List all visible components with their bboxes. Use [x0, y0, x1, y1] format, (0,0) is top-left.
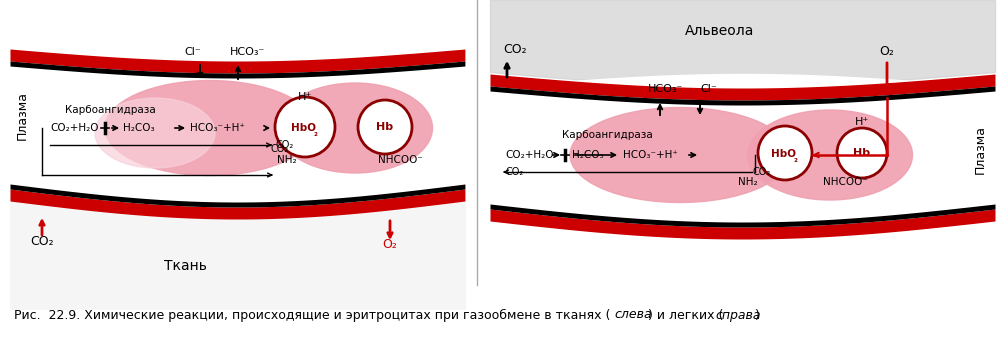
Text: Альвеола: Альвеола: [685, 24, 755, 38]
Text: Cl⁻: Cl⁻: [700, 84, 717, 94]
Text: Карбоангидраза: Карбоангидраза: [562, 130, 652, 140]
Text: HCO₃⁻+H⁺: HCO₃⁻+H⁺: [190, 123, 245, 133]
Text: Карбоангидраза: Карбоангидраза: [65, 105, 155, 115]
Text: CO₂: CO₂: [753, 167, 771, 177]
Text: HbO: HbO: [290, 123, 316, 133]
Text: ₂: ₂: [314, 128, 318, 137]
Text: Плазма: Плазма: [15, 91, 28, 140]
Text: CO₂: CO₂: [503, 43, 527, 56]
Text: Рис.  22.9. Химические реакции, происходящие и эритроцитах при газообмене в ткан: Рис. 22.9. Химические реакции, происходя…: [14, 308, 610, 321]
Text: ) и легких (: ) и легких (: [648, 308, 723, 321]
Text: O₂: O₂: [383, 238, 397, 251]
Text: CO₂: CO₂: [271, 144, 289, 154]
Text: H₂CO₃: H₂CO₃: [572, 150, 604, 160]
Text: O₂: O₂: [880, 45, 894, 58]
Text: CO₂: CO₂: [505, 167, 523, 177]
Text: Плазма: Плазма: [974, 125, 986, 175]
Text: H⁺: H⁺: [855, 117, 869, 127]
Text: справа: справа: [715, 308, 761, 321]
Ellipse shape: [570, 108, 790, 203]
Text: CO₂: CO₂: [30, 235, 54, 248]
Text: NH₂: NH₂: [738, 177, 758, 187]
Text: NH₂: NH₂: [277, 155, 297, 165]
Text: HCO₃⁻+H⁺: HCO₃⁻+H⁺: [623, 150, 678, 160]
Ellipse shape: [278, 83, 432, 173]
Text: ₂: ₂: [793, 154, 797, 163]
Text: HCO₃⁻: HCO₃⁻: [230, 47, 265, 57]
Text: Cl⁻: Cl⁻: [185, 47, 201, 57]
Ellipse shape: [95, 98, 215, 168]
Text: ): ): [755, 308, 760, 321]
Text: HCO₃⁻: HCO₃⁻: [648, 84, 683, 94]
Ellipse shape: [748, 110, 912, 200]
Ellipse shape: [105, 81, 315, 176]
Text: Ткань: Ткань: [164, 259, 206, 273]
Circle shape: [275, 97, 335, 157]
Text: NHCOO⁻: NHCOO⁻: [378, 155, 423, 165]
Text: CO₂+H₂O: CO₂+H₂O: [50, 123, 98, 133]
Text: слева: слева: [614, 308, 652, 321]
Text: H₂CO₃: H₂CO₃: [123, 123, 155, 133]
Text: Hb: Hb: [376, 122, 394, 132]
Text: CO₂+H₂O: CO₂+H₂O: [505, 150, 554, 160]
Text: CO₂: CO₂: [275, 140, 293, 150]
Text: H⁺: H⁺: [298, 92, 312, 102]
Circle shape: [358, 100, 412, 154]
Text: NHCOO⁻: NHCOO⁻: [823, 177, 868, 187]
Text: Hb: Hb: [853, 148, 871, 158]
Circle shape: [758, 126, 812, 180]
Text: HbO: HbO: [770, 149, 796, 159]
Circle shape: [837, 128, 887, 178]
